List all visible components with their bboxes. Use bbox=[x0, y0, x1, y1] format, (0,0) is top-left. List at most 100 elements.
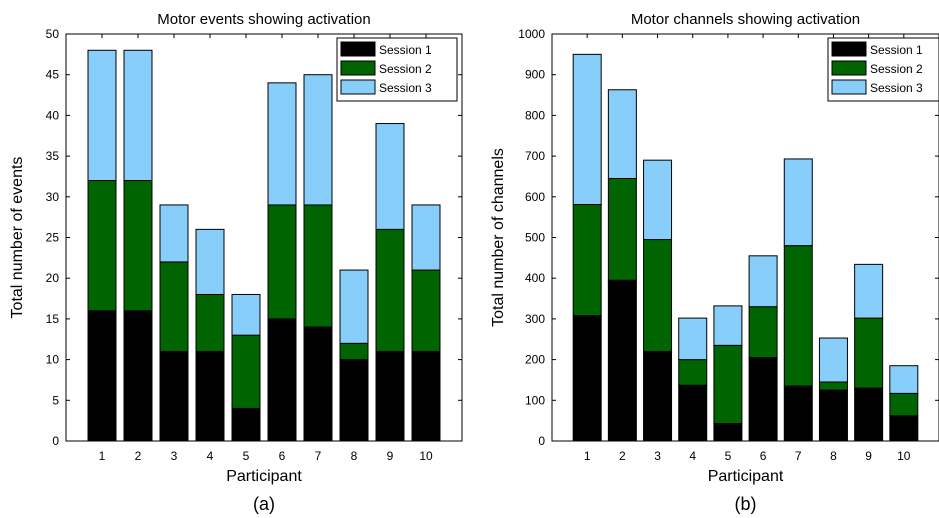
x-tick-label: 1 bbox=[99, 449, 106, 463]
bar-segment bbox=[303, 74, 333, 206]
bar-segment bbox=[643, 239, 673, 352]
y-tick-label: 900 bbox=[525, 68, 545, 82]
bar-segment bbox=[159, 350, 189, 442]
bar-segment bbox=[713, 305, 743, 346]
bar-segment bbox=[267, 318, 297, 442]
x-tick-label: 2 bbox=[619, 449, 626, 463]
bar-segment bbox=[713, 344, 743, 424]
bar-segment bbox=[783, 385, 813, 442]
x-tick-label: 10 bbox=[419, 449, 433, 463]
bar-segment bbox=[643, 350, 673, 442]
chart-title: Motor channels showing activation bbox=[631, 11, 860, 28]
x-tick-label: 7 bbox=[795, 449, 802, 463]
bar-segment bbox=[889, 392, 919, 417]
bar-segment bbox=[159, 261, 189, 352]
bar-segment bbox=[87, 180, 117, 312]
bar-segment bbox=[339, 359, 369, 442]
bar-segment bbox=[607, 177, 637, 281]
bar-segment bbox=[748, 255, 778, 308]
bar-segment bbox=[123, 180, 153, 312]
bar-segment bbox=[195, 350, 225, 442]
legend-label: Session 3 bbox=[870, 81, 923, 95]
x-tick-label: 1 bbox=[584, 449, 591, 463]
bar-segment bbox=[87, 49, 117, 182]
legend-swatch bbox=[831, 79, 867, 95]
x-tick-label: 4 bbox=[689, 449, 696, 463]
bar-segment bbox=[339, 269, 369, 344]
bar-segment bbox=[854, 263, 884, 319]
chart-panel-b: Motor channels showing activation 0 100 200… bbox=[490, 11, 939, 514]
x-tick-label: 9 bbox=[865, 449, 872, 463]
y-tick-label: 0 bbox=[538, 434, 545, 448]
y-tick-label: 0 bbox=[52, 434, 59, 448]
y-tick-label: 500 bbox=[525, 231, 545, 245]
y-tick-label: 50 bbox=[46, 27, 60, 41]
x-axis-label: Participant bbox=[226, 468, 302, 485]
bar-segment bbox=[303, 204, 333, 328]
bar-segment bbox=[411, 269, 441, 352]
x-tick-label: 4 bbox=[207, 449, 214, 463]
legend-label: Session 2 bbox=[870, 62, 923, 76]
legend-swatch bbox=[831, 41, 867, 57]
legend-swatch bbox=[340, 41, 376, 57]
bar-segment bbox=[375, 228, 405, 352]
bar-segment bbox=[375, 350, 405, 442]
y-axis-label: Total number of channels bbox=[490, 148, 507, 327]
bar-segment bbox=[231, 334, 261, 409]
y-tick-label: 700 bbox=[525, 149, 545, 163]
bar-segment bbox=[87, 310, 117, 442]
y-tick-label: 20 bbox=[46, 271, 60, 285]
legend-swatch bbox=[340, 79, 376, 95]
x-axis-label: Participant bbox=[708, 468, 784, 485]
bar-segment bbox=[607, 279, 637, 442]
bar-segment bbox=[572, 315, 602, 442]
bar-segment bbox=[123, 49, 153, 182]
y-tick-label: 100 bbox=[525, 393, 545, 407]
bar-segment bbox=[854, 387, 884, 442]
y-tick-label: 30 bbox=[46, 190, 60, 204]
bar-segment bbox=[572, 204, 602, 317]
x-tick-label: 8 bbox=[830, 449, 837, 463]
x-tick-label: 10 bbox=[897, 449, 911, 463]
y-tick-label: 200 bbox=[525, 353, 545, 367]
bar-segment bbox=[411, 204, 441, 271]
bar-segment bbox=[195, 293, 225, 352]
y-tick-label: 25 bbox=[46, 231, 60, 245]
y-tick-label: 15 bbox=[46, 312, 60, 326]
x-tick-label: 7 bbox=[315, 449, 322, 463]
x-tick-label: 3 bbox=[654, 449, 661, 463]
bar-segment bbox=[678, 359, 708, 386]
bar-segment bbox=[195, 228, 225, 295]
bar-segment bbox=[607, 89, 637, 179]
y-tick-label: 35 bbox=[46, 149, 60, 163]
bar-segment bbox=[748, 306, 778, 359]
legend-label: Session 2 bbox=[379, 62, 432, 76]
bar-segment bbox=[267, 204, 297, 320]
bar-segment bbox=[231, 293, 261, 336]
x-tick-label: 8 bbox=[351, 449, 358, 463]
bar-segment bbox=[748, 357, 778, 442]
bar-segment bbox=[231, 407, 261, 442]
y-axis-label: Total number of events bbox=[9, 157, 26, 319]
bar-segment bbox=[123, 310, 153, 442]
bar-segment bbox=[267, 82, 297, 206]
bar-segment bbox=[678, 317, 708, 361]
y-tick-label: 45 bbox=[46, 68, 60, 82]
x-tick-label: 2 bbox=[135, 449, 142, 463]
y-tick-label: 400 bbox=[525, 271, 545, 285]
y-tick-label: 10 bbox=[46, 353, 60, 367]
bar-segment bbox=[678, 384, 708, 442]
bar-segment bbox=[854, 317, 884, 389]
y-tick-label: 5 bbox=[52, 393, 59, 407]
bar-segment bbox=[159, 204, 189, 263]
chart-panel-a: Motor events showing activation051015202… bbox=[9, 11, 463, 514]
bar-segment bbox=[818, 389, 848, 442]
x-tick-label: 6 bbox=[760, 449, 767, 463]
bar-segment bbox=[783, 245, 813, 387]
x-tick-label: 3 bbox=[171, 449, 178, 463]
x-tick-label: 5 bbox=[243, 449, 250, 463]
y-tick-label: 1000 bbox=[518, 27, 545, 41]
legend-label: Session 1 bbox=[870, 43, 923, 57]
bar-segment bbox=[818, 381, 848, 391]
bar-segment bbox=[643, 159, 673, 241]
